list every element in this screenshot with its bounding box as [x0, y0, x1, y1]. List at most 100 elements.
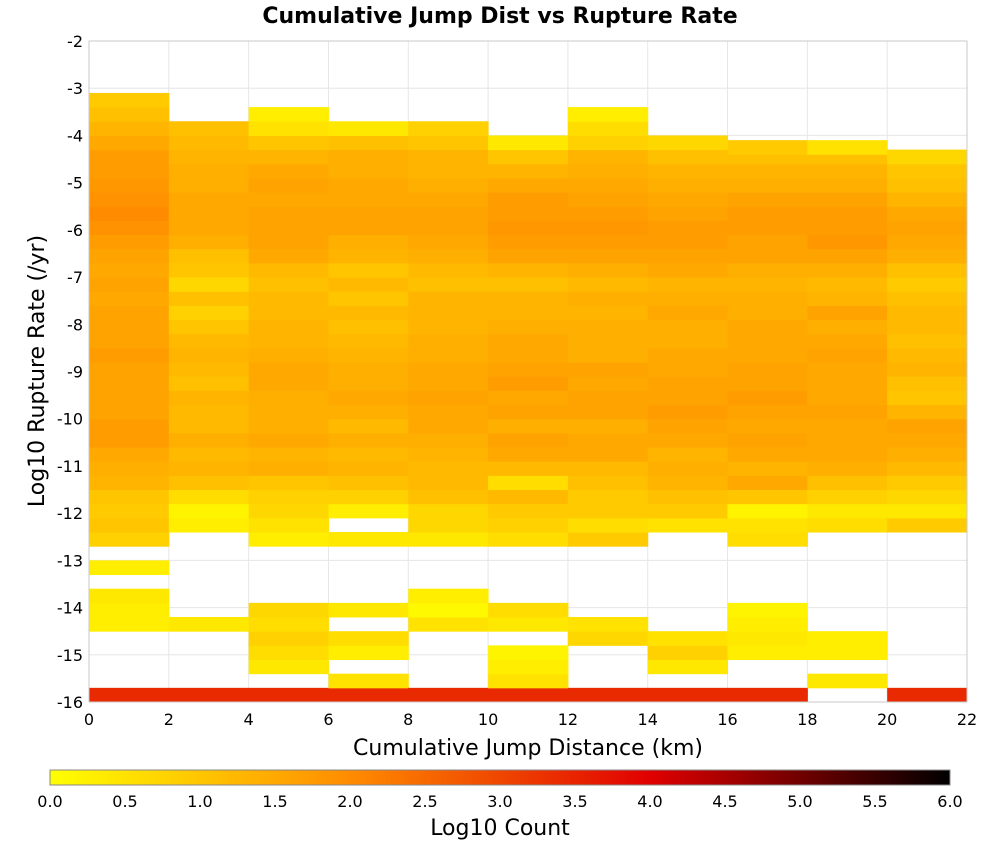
heatmap-cell: [488, 432, 569, 448]
heatmap-cell: [248, 206, 329, 221]
heatmap-cell: [727, 404, 808, 420]
heatmap-cell: [567, 234, 649, 250]
heatmap-cell: [727, 319, 808, 335]
heatmap-cell: [168, 305, 250, 321]
heatmap-cell: [727, 305, 808, 321]
heatmap-cell: [887, 262, 968, 278]
heatmap-cell: [408, 418, 489, 434]
colorbar-tick-label: 1.5: [262, 792, 287, 811]
heatmap-cell: [647, 432, 729, 448]
heatmap-cell: [248, 135, 329, 151]
heatmap-cell: [328, 234, 409, 250]
heatmap-cell: [408, 177, 489, 193]
y-tick-label: -7: [67, 268, 83, 287]
heatmap-cell: [567, 277, 649, 292]
x-tick-label: 6: [323, 710, 333, 729]
colorbar-tick-label: 5.5: [862, 792, 887, 811]
heatmap-cell: [248, 503, 329, 519]
heatmap-cell: [567, 447, 649, 462]
heatmap-cell: [408, 475, 489, 491]
heatmap-cell: [89, 560, 170, 576]
heatmap-cell: [567, 418, 649, 434]
heatmap-cell: [89, 177, 170, 193]
heatmap-cell: [567, 617, 649, 632]
heatmap-cell: [168, 475, 250, 491]
heatmap-cell: [647, 291, 729, 306]
heatmap-cell: [328, 404, 409, 420]
heatmap-cell: [89, 588, 170, 604]
heatmap-cell: [727, 631, 808, 646]
heatmap-cell: [89, 291, 170, 306]
heatmap-cell: [408, 319, 489, 335]
heatmap-cell: [727, 390, 808, 406]
heatmap-cell: [248, 149, 329, 165]
heatmap-cell: [807, 262, 888, 278]
heatmap-cell: [408, 347, 489, 363]
heatmap-cell: [727, 362, 808, 377]
heatmap-cell: [727, 220, 808, 236]
heatmap-cell: [647, 333, 729, 349]
heatmap-cell: [328, 489, 409, 505]
heatmap-cell: [408, 262, 489, 278]
heatmap-cell: [647, 631, 729, 646]
heatmap-cell: [488, 673, 569, 689]
heatmap-cell: [807, 432, 888, 448]
heatmap-cell: [647, 687, 729, 703]
heatmap-cell: [887, 432, 968, 448]
heatmap-cell: [647, 305, 729, 321]
heatmap-cell: [168, 291, 250, 306]
heatmap-cell: [408, 248, 489, 264]
heatmap-cell: [727, 475, 808, 491]
heatmap-cell: [328, 305, 409, 321]
x-tick-label: 14: [638, 710, 658, 729]
heatmap-cell: [328, 447, 409, 462]
y-tick-label: -9: [67, 363, 83, 382]
heatmap-cell: [647, 475, 729, 491]
heatmap-cell: [887, 234, 968, 250]
heatmap-cell: [647, 645, 729, 661]
colorbar: [49, 769, 951, 786]
heatmap-cell: [807, 206, 888, 221]
heatmap-cell: [727, 206, 808, 221]
heatmap-cell: [488, 418, 569, 434]
heatmap-cell: [168, 390, 250, 406]
heatmap-cell: [488, 206, 569, 221]
heatmap-cell: [807, 475, 888, 491]
heatmap-cell: [567, 149, 649, 165]
heatmap-cell: [328, 333, 409, 349]
heatmap-cell: [567, 687, 649, 703]
chart-title: Cumulative Jump Dist vs Rupture Rate: [262, 4, 737, 29]
heatmap-cell: [89, 617, 170, 632]
x-tick-label: 18: [797, 710, 817, 729]
heatmap-cell: [887, 489, 968, 505]
heatmap-cell: [887, 277, 968, 292]
heatmap-cell: [647, 503, 729, 519]
heatmap-cell: [89, 163, 170, 179]
heatmap-cell: [248, 418, 329, 434]
heatmap-cell: [89, 319, 170, 335]
heatmap-cell: [807, 234, 888, 250]
heatmap-cell: [168, 617, 250, 632]
heatmap-cell: [488, 262, 569, 278]
heatmap-cell: [168, 192, 250, 207]
heatmap-cell: [488, 220, 569, 236]
colorbar-tick-label: 0.5: [112, 792, 137, 811]
heatmap-cell: [647, 659, 729, 675]
heatmap-cell: [727, 277, 808, 292]
heatmap-cell: [248, 163, 329, 179]
heatmap-cell: [727, 177, 808, 193]
heatmap-cell: [328, 461, 409, 476]
heatmap-cell: [887, 461, 968, 476]
heatmap-cell: [567, 432, 649, 448]
heatmap-cell: [488, 376, 569, 391]
heatmap-cell: [887, 149, 968, 165]
heatmap-cell: [168, 121, 250, 136]
heatmap-cell: [488, 192, 569, 207]
heatmap-cell: [248, 177, 329, 193]
heatmap-cell: [647, 220, 729, 236]
heatmap-cell: [408, 135, 489, 151]
heatmap-cell: [488, 532, 569, 547]
heatmap-cell: [807, 362, 888, 377]
heatmap-cell: [89, 277, 170, 292]
